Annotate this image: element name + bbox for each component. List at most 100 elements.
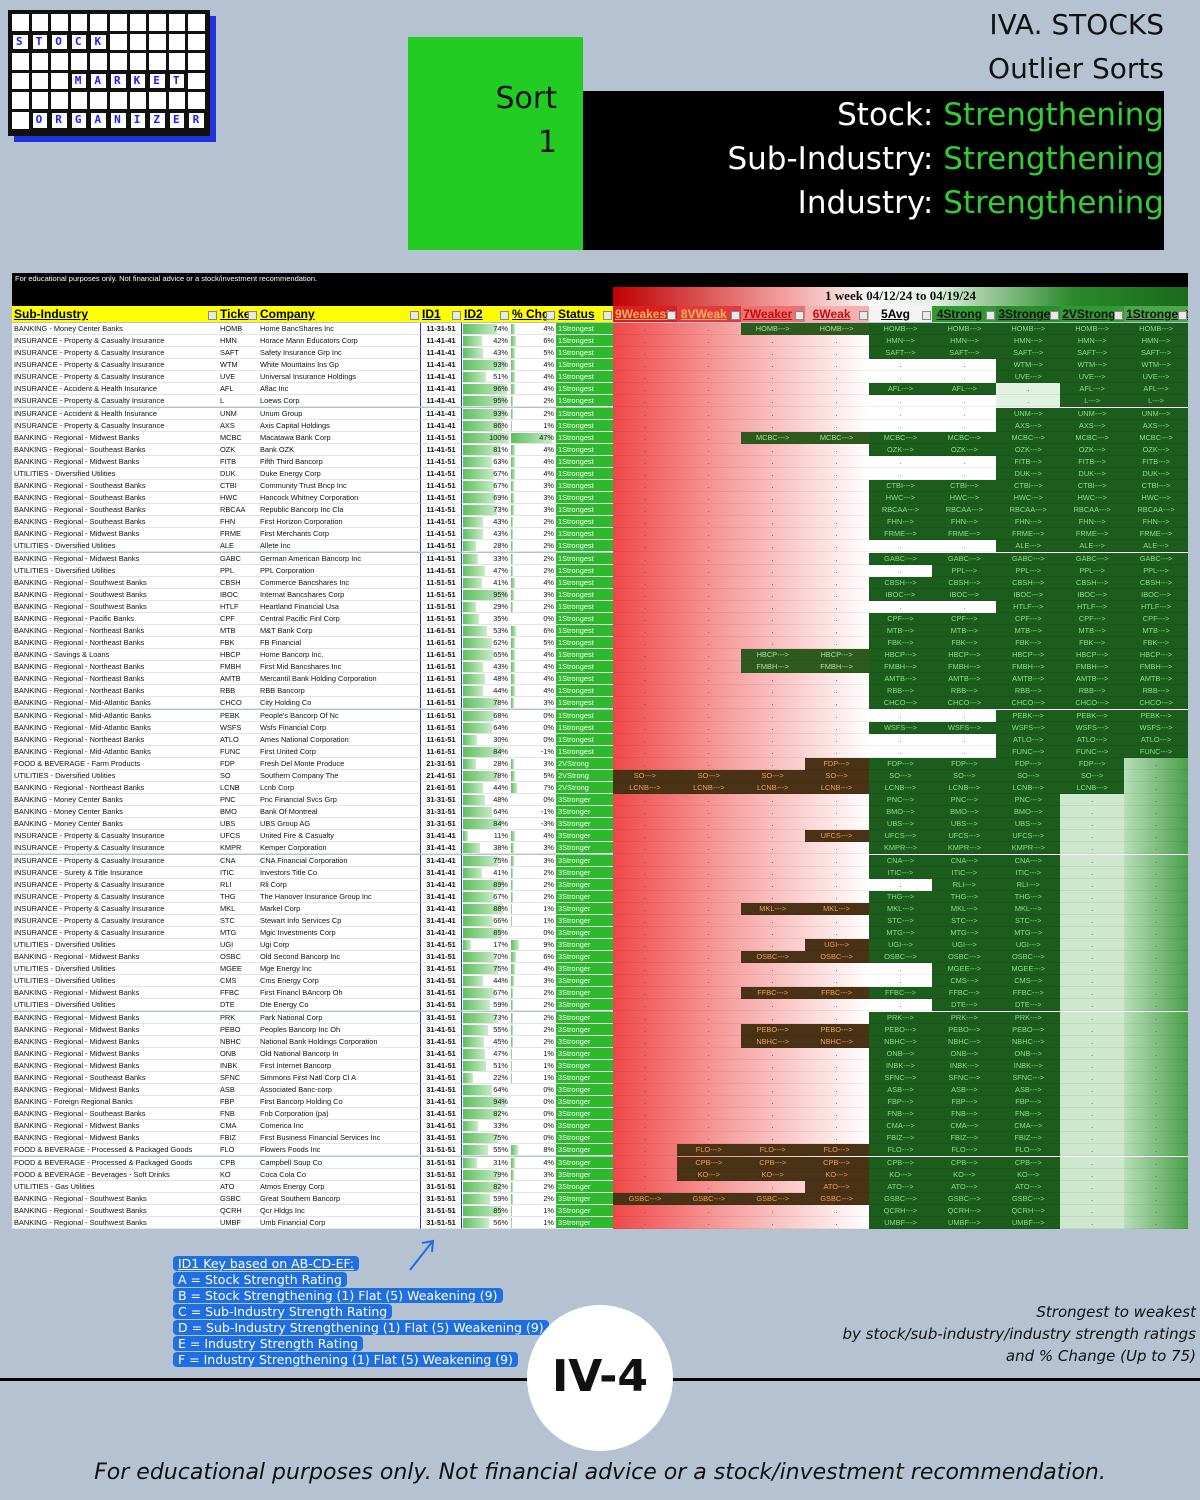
status: 2VStrong	[556, 757, 613, 770]
status: 3Stronger	[556, 830, 613, 843]
strength-cell: KO--->	[932, 1168, 997, 1181]
company: Investors Title Co	[258, 866, 420, 879]
status: 1Strongest	[556, 637, 613, 650]
status: 3Stronger	[556, 878, 613, 891]
strength-cell: FUNC--->	[1124, 745, 1188, 758]
company: Coca Cola Co	[258, 1168, 420, 1181]
strength-cell: HOMB--->	[1060, 323, 1125, 335]
strength-cell: .	[740, 975, 805, 988]
change-bar	[511, 481, 514, 492]
strength-cell: SO--->	[1060, 769, 1125, 782]
strength-cell: .	[804, 601, 869, 613]
ticker: MTG	[218, 927, 258, 939]
id2-bar	[463, 1121, 479, 1132]
strength-cell: .	[676, 951, 741, 964]
strength-cell: .	[613, 987, 677, 1000]
cell-text: 11-41-51	[426, 456, 456, 466]
cell-text: DUK	[220, 468, 236, 478]
cell-text: -1%	[540, 807, 554, 817]
cell-text: 31-41-51	[426, 1060, 456, 1070]
cell-text: KMPR	[220, 843, 242, 853]
logo-cell	[12, 14, 29, 31]
logo-cell	[110, 14, 127, 31]
strength-cell: .	[868, 746, 933, 758]
strength-cell: .	[804, 746, 869, 758]
company: Atmos Energy Corp	[258, 1180, 420, 1193]
strength-cell: .	[613, 553, 677, 565]
cell-text: 31-51-51	[426, 1145, 456, 1155]
cell-text: 11-51-51	[426, 601, 456, 611]
strength-cell: .	[804, 842, 869, 855]
sub-industry: INSURANCE - Property & Casualty Insuranc…	[12, 914, 218, 927]
ticker: FITB	[218, 455, 258, 468]
strength-cell: HWC--->	[996, 492, 1061, 505]
ticker: PRK	[218, 1011, 258, 1024]
strength-cell: .	[613, 830, 677, 843]
id1: 11-41-51	[420, 467, 462, 480]
key-item: F = Industry Strengthening (1) Flat (5) …	[173, 1352, 518, 1367]
cell-text: 1%	[543, 1072, 554, 1082]
cell-text: BANKING - Regional - Northeast Banks	[14, 686, 145, 696]
change-bar	[511, 674, 515, 685]
cell-text: 2%	[543, 601, 554, 611]
id2: 75%	[462, 963, 510, 976]
cell-text: 3Stronger	[558, 1060, 591, 1070]
cell-text: BANKING - Regional - Southwest Banks	[14, 1217, 147, 1227]
strength-cell: .	[740, 383, 805, 396]
id1: 31-51-51	[420, 1204, 462, 1217]
cell-text: CMA	[220, 1121, 237, 1131]
strength-cell: FDP--->	[868, 757, 933, 770]
strength-cell: MTB--->	[996, 625, 1061, 637]
company: Campbell Soup Co	[258, 1156, 420, 1169]
strength-cell: .	[1060, 1047, 1125, 1060]
cell-text: 3Stronger	[558, 1205, 591, 1215]
id2-bar	[463, 456, 492, 467]
strength-cell: CPF--->	[868, 612, 933, 625]
cell-text: Macatawa Bank Corp	[260, 432, 331, 442]
cell-text: 31-31-51	[426, 795, 456, 805]
cell-text: 3Stronger	[558, 891, 591, 901]
cell-text: 11-51-51	[426, 577, 456, 587]
id2-bar	[463, 831, 469, 842]
company: Park National Corp	[258, 1011, 420, 1024]
strength-cell: HBCP--->	[1124, 649, 1188, 662]
cell-text: 11-61-51	[426, 734, 456, 744]
sub-industry: INSURANCE - Property & Casualty Insuranc…	[12, 902, 218, 915]
logo-cell	[51, 53, 68, 70]
id1: 11-41-51	[420, 492, 462, 505]
cell-text: -1%	[540, 746, 554, 756]
strength-cell: .	[804, 420, 869, 432]
strength-cell: .	[613, 842, 677, 855]
id2-bar	[463, 1085, 493, 1096]
cell-text: 2%	[543, 1000, 554, 1010]
company: National Bank Holdings Corporation	[258, 1035, 420, 1048]
strength-cell: .	[676, 565, 741, 577]
status: 3Stronger	[556, 806, 613, 819]
strength-cell: .	[613, 746, 677, 758]
cell-text: 47%	[493, 565, 508, 575]
strength-cell: MCBC--->	[996, 431, 1061, 444]
key-item: E = Industry Strength Rating	[173, 1336, 364, 1351]
cell-text: 53%	[493, 626, 508, 635]
strength-cell: .	[1060, 1071, 1125, 1084]
id1: 11-61-51	[420, 673, 462, 686]
id2: 79%	[462, 1168, 510, 1181]
filter-button	[1177, 311, 1187, 320]
ticker: FHN	[218, 516, 258, 529]
cell-text: NBHC	[220, 1036, 241, 1046]
cell-text: Park National Corp	[260, 1012, 323, 1022]
change-bar	[511, 1145, 519, 1156]
strength-cell: SO--->	[676, 769, 741, 782]
cell-text: MTG	[220, 928, 237, 937]
change-bar	[511, 336, 517, 347]
strength-cell: THG--->	[868, 890, 933, 903]
strength-cell: FITB--->	[1124, 455, 1188, 468]
status: 1Strongest	[556, 467, 613, 480]
cell-text: 3Stronger	[558, 843, 591, 853]
strength-cell: CTBI--->	[996, 480, 1061, 493]
ticker: GABC	[218, 552, 258, 565]
change-bar	[511, 1060, 512, 1071]
cell-text: 4%	[543, 372, 554, 382]
cell-text: BANKING - Regional - Midwest Banks	[14, 529, 140, 539]
column-header: Sub-Industry	[12, 306, 218, 322]
